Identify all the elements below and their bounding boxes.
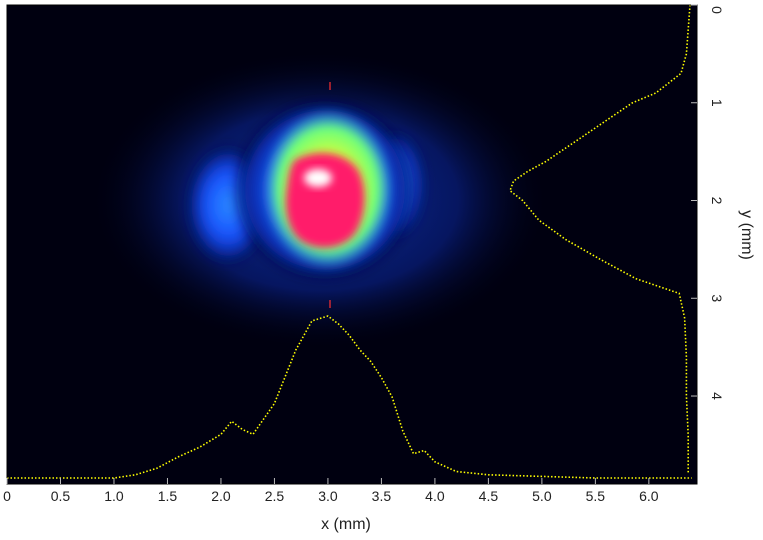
x-tick-label: 1.0 bbox=[104, 488, 124, 504]
x-tick-label: 2.5 bbox=[265, 488, 285, 504]
x-tick-label: 2.0 bbox=[211, 488, 231, 504]
profile-overlays bbox=[7, 5, 692, 479]
x-tick-label: 3.0 bbox=[318, 488, 338, 504]
y-tick-label: 0 bbox=[709, 6, 725, 14]
x-tick-label: 4.5 bbox=[479, 488, 499, 504]
x-axis: 0 0.5 1.0 1.5 2.0 2.5 3.0 3.5 4.0 4.5 5.0 5.5 6.0 bbox=[3, 478, 659, 504]
x-tick-label: 5.0 bbox=[532, 488, 552, 504]
beam-image bbox=[90, 50, 550, 350]
plot-frame bbox=[6, 4, 698, 485]
y-tick-label: 1 bbox=[709, 99, 725, 107]
y-tick-label: 4 bbox=[709, 392, 725, 400]
x-tick-label: 0.5 bbox=[51, 488, 71, 504]
y-tick-label: 2 bbox=[709, 197, 725, 205]
x-tick-label: 5.5 bbox=[586, 488, 606, 504]
x-tick-label: 6.0 bbox=[639, 488, 659, 504]
x-axis-title: x (mm) bbox=[321, 516, 371, 533]
beam-peak bbox=[304, 169, 332, 187]
y-axis-title: y (mm) bbox=[738, 210, 755, 260]
y-axis: 0 1 2 3 4 bbox=[691, 4, 725, 400]
y-tick-label: 3 bbox=[709, 294, 725, 302]
x-tick-label: 0 bbox=[3, 488, 11, 504]
x-tick-label: 1.5 bbox=[158, 488, 178, 504]
x-tick-label: 4.0 bbox=[425, 488, 445, 504]
horizontal-intensity-profile bbox=[7, 315, 692, 479]
x-tick-label: 3.5 bbox=[372, 488, 392, 504]
beam-core bbox=[285, 153, 365, 248]
plot-area bbox=[6, 4, 698, 485]
